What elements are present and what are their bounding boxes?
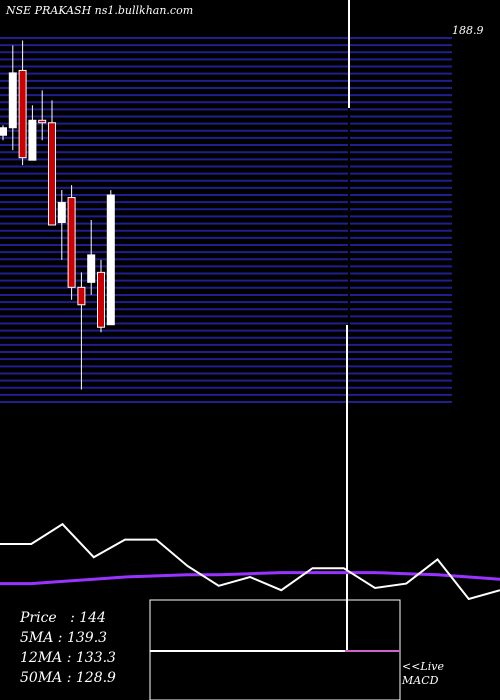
price-value: Price : 144 xyxy=(20,610,106,626)
candle-up xyxy=(8,72,17,129)
live-label: <<Live xyxy=(402,660,444,673)
ma-line xyxy=(0,571,500,586)
candle-down xyxy=(38,119,47,124)
ma12-value: 12MA : 133.3 xyxy=(20,650,116,666)
ma5-value: 5MA : 139.3 xyxy=(20,630,108,646)
ma50-value: 50MA : 128.9 xyxy=(20,670,116,686)
candle-down xyxy=(97,271,105,328)
price-stats: Price : 144 5MA : 139.3 12MA : 133.3 50M… xyxy=(20,608,116,688)
chart-title: NSE PRAKASH ns1.bullkhan.com xyxy=(6,4,194,17)
candle-up xyxy=(106,194,115,326)
candle-down xyxy=(48,122,56,226)
candle-down xyxy=(18,69,27,159)
macd-label: MACD xyxy=(402,674,439,687)
candle-up xyxy=(28,119,37,161)
candle-up xyxy=(0,127,7,136)
candle-up xyxy=(57,202,66,223)
candle-down xyxy=(77,286,86,306)
macd-line xyxy=(0,522,500,601)
candle-up xyxy=(87,254,96,283)
candle-down xyxy=(67,197,76,288)
macd-legend: <<Live MACD xyxy=(402,660,444,688)
y-tick-label: 188.9 xyxy=(452,24,484,37)
